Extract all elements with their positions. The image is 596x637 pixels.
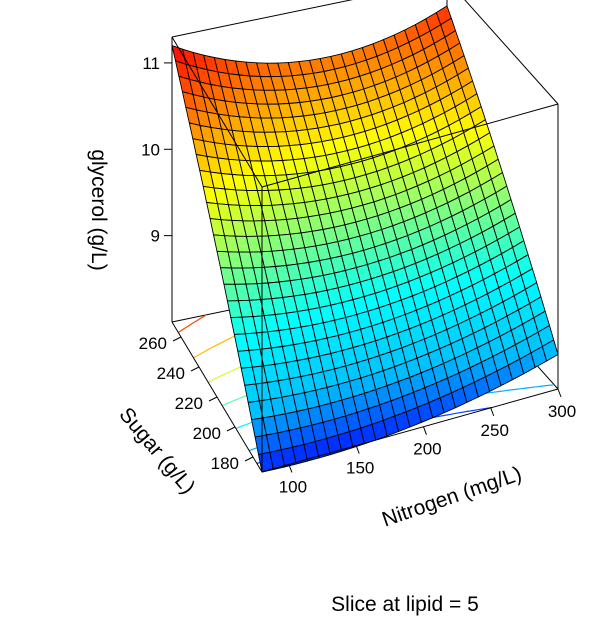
- y-tick-label: 240: [157, 364, 185, 383]
- box-edge-back: [171, 0, 353, 38]
- x-tick-mark: [355, 445, 360, 454]
- contour-line: [177, 314, 207, 333]
- z-axis-ticks: 9 10 11: [141, 54, 172, 246]
- x-tick-mark: [557, 388, 562, 398]
- y-tick-label: 260: [139, 334, 167, 353]
- x-tick-label: 200: [413, 440, 441, 459]
- z-tick-label: 11: [142, 54, 160, 73]
- chart-caption: Slice at lipid = 5: [331, 593, 479, 616]
- z-axis-title: glycerol (g/L): [87, 149, 110, 270]
- y-tick-mark: [172, 336, 182, 342]
- box-edge-back: [464, 0, 559, 105]
- box-edge-front: [261, 388, 559, 473]
- y-tick-label: 200: [193, 424, 221, 443]
- x-tick-mark: [422, 426, 427, 435]
- y-tick-mark: [226, 426, 236, 432]
- plot-box-front-edges: [171, 36, 559, 473]
- y-tick-label: 220: [175, 394, 203, 413]
- x-axis-ticks: 100 150 200 250 300: [279, 388, 576, 496]
- z-tick-label: 9: [151, 227, 160, 246]
- y-tick-mark: [208, 396, 218, 402]
- x-tick-label: 150: [346, 459, 374, 478]
- y-tick-mark: [190, 366, 200, 372]
- x-tick-mark: [288, 464, 293, 473]
- x-tick-label: 250: [481, 421, 509, 440]
- y-tick-mark: [244, 456, 254, 462]
- y-axis-title: Sugar (g/L): [114, 403, 199, 498]
- box-edge-front: [261, 103, 559, 188]
- surface-facet: [541, 339, 559, 362]
- x-tick-mark: [490, 407, 495, 417]
- box-edge-front: [171, 36, 263, 188]
- y-axis-ticks: 180 200 220 240 260: [139, 334, 254, 473]
- z-tick-label: 10: [141, 140, 160, 159]
- x-tick-label: 300: [548, 402, 576, 421]
- response-surface: [171, 5, 559, 473]
- y-tick-label: 180: [211, 454, 239, 473]
- x-axis-title: Nitrogen (mg/L): [379, 462, 524, 531]
- x-tick-label: 100: [279, 477, 307, 496]
